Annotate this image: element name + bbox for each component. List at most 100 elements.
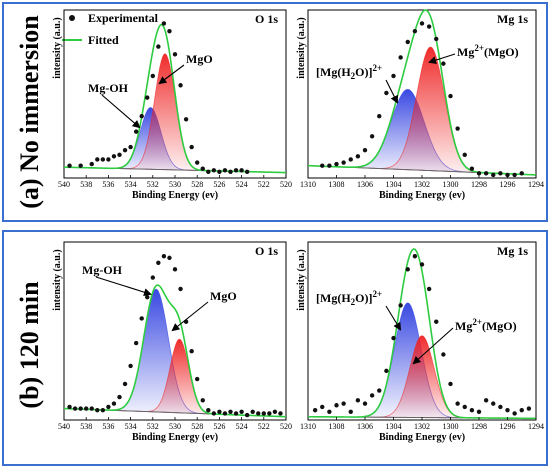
experimental-point: [195, 376, 200, 382]
experimental-point: [67, 163, 72, 168]
experimental-point: [405, 39, 410, 45]
experimental-point: [426, 24, 432, 29]
experimental-point: [412, 254, 418, 259]
x-tick-label: 1306: [357, 422, 373, 431]
peak-annotation: [Mg(H2O)]2+: [316, 289, 382, 307]
x-tick-label: 520: [280, 422, 292, 431]
experimental-point: [476, 171, 482, 176]
plot-title: Mg 1s: [497, 12, 528, 26]
experimental-point: [327, 163, 332, 168]
x-tick-label: 524: [236, 422, 248, 431]
experimental-point: [256, 411, 261, 416]
experimental-point: [519, 171, 524, 176]
x-tick-label: 534: [125, 180, 137, 189]
experimental-point: [491, 401, 496, 406]
experimental-point: [128, 363, 133, 369]
experimental-point: [72, 406, 78, 411]
x-tick-label: 526: [213, 180, 225, 189]
experimental-point: [498, 404, 503, 410]
experimental-point: [222, 411, 228, 416]
row-a-label: (a) No immersion: [15, 15, 44, 209]
experimental-point: [172, 267, 178, 272]
experimental-point: [362, 147, 368, 153]
chart-a-o1s: 540 538 536 534 532 530 528 526 524 522 520 O 1s Bin…: [52, 9, 292, 201]
experimental-point: [272, 409, 278, 415]
experimental-point: [384, 90, 389, 96]
experimental-point: [200, 398, 205, 403]
peak-annotation: MgO: [186, 52, 213, 66]
experimental-point: [133, 129, 139, 134]
peak-annotation: Mg-OH: [88, 81, 129, 95]
legend: Experimental Fitted: [62, 11, 159, 47]
experimental-point: [150, 275, 155, 280]
experimental-point: [441, 352, 446, 357]
experimental-point: [233, 411, 239, 416]
x-tick-label: 1304: [386, 422, 402, 431]
experimental-point: [261, 411, 266, 416]
y-axis-label: intensity (a.u.): [296, 17, 307, 78]
chart-b-mg1s: 1310 1308 1306 1304 1302 1300 1298 1296 1294 Mg 1…: [296, 241, 544, 443]
experimental-point: [178, 286, 183, 292]
experimental-point: [419, 21, 425, 26]
x-axis-label: Binding Energy (ev): [379, 190, 465, 201]
chart-a-mg1s: 1310 1308 1306 1304 1302 1300 1298 1296 1294 Mg 1…: [296, 9, 544, 201]
experimental-point: [512, 172, 517, 178]
experimental-point: [156, 260, 161, 265]
experimental-point: [526, 406, 532, 411]
legend-fitted-label: Fitted: [88, 33, 119, 47]
annotation-arrow: [171, 301, 209, 332]
experimental-point: [412, 28, 418, 34]
experimental-point: [117, 394, 122, 400]
experimental-point: [239, 168, 244, 173]
x-tick-label: 1296: [500, 180, 516, 189]
chart-b-o1s: 540 538 536 534 532 530 528 526 524 522 520 O 1s Bin…: [52, 241, 292, 443]
experimental-point: [244, 169, 250, 175]
experimental-point: [505, 172, 510, 178]
peak-annotation: [Mg(H2O)]2+: [316, 63, 382, 81]
experimental-point: [211, 411, 217, 416]
experimental-point: [222, 168, 228, 173]
x-tick-label: 532: [147, 422, 159, 431]
experimental-point: [369, 134, 375, 139]
experimental-point: [327, 409, 332, 415]
x-tick-label: 1296: [500, 422, 516, 431]
x-tick-label: 532: [147, 180, 159, 189]
x-tick-label: 522: [258, 180, 270, 189]
x-tick-label: 1300: [443, 422, 459, 431]
experimental-point: [498, 171, 503, 176]
experimental-point: [78, 163, 83, 168]
x-tick-label: 528: [191, 422, 203, 431]
x-tick-label: 1294: [528, 422, 544, 431]
experimental-point: [483, 398, 489, 403]
experimental-point: [362, 401, 368, 406]
experimental-point: [483, 171, 489, 176]
experimental-point: [278, 411, 283, 416]
experimental-point: [128, 144, 133, 150]
experimental-point: [206, 169, 211, 175]
experimental-point: [334, 161, 339, 167]
experimental-point: [267, 411, 272, 416]
legend-experimental-marker: [69, 15, 75, 21]
experimental-point: [145, 95, 150, 100]
x-tick-label: 1298: [471, 180, 487, 189]
x-tick-label: 530: [169, 422, 181, 431]
experimental-point: [341, 401, 346, 406]
annotation-arrow: [385, 305, 402, 331]
x-tick-label: 534: [125, 422, 137, 431]
experimental-point: [172, 52, 178, 57]
x-tick-label: 536: [102, 422, 114, 431]
x-tick-label: 538: [80, 180, 92, 189]
plot-title: Mg 1s: [497, 244, 528, 258]
y-axis-label: intensity (a.u.): [52, 249, 63, 310]
x-tick-label: 520: [280, 180, 292, 189]
experimental-point: [355, 398, 361, 403]
experimental-point: [312, 407, 318, 413]
experimental-point: [434, 319, 439, 324]
experimental-point: [419, 262, 425, 267]
row-a-frame: [2, 2, 548, 222]
experimental-point: [183, 117, 189, 122]
experimental-point: [84, 406, 89, 411]
experimental-point: [117, 152, 122, 158]
experimental-point: [434, 36, 439, 42]
y-axis-label: intensity (a.u.): [296, 249, 307, 310]
